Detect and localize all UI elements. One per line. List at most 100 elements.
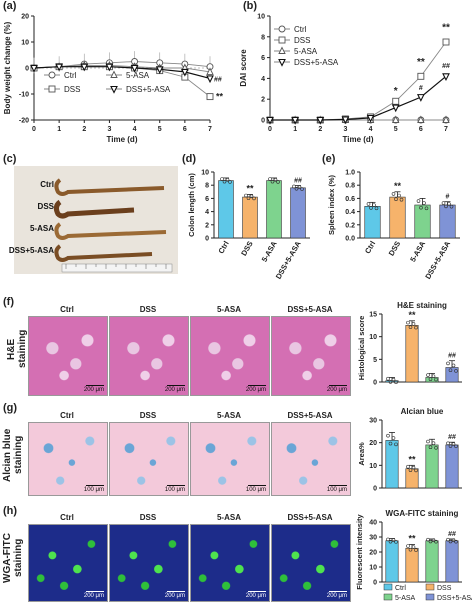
y-tick-label: 5 (373, 357, 377, 364)
chart-title: Alcian blue (401, 407, 444, 416)
scale-bar-label: 200 μm (164, 593, 185, 599)
x-tick-label: 2 (82, 126, 86, 133)
micrograph-title-h-0: Ctrl (60, 513, 74, 522)
chart-h-wga-fitc: 0 10 20 30 40 ** ## Fluorescent intensity WGA-FI… (355, 509, 472, 602)
micrograph-g-3: 100 μm (271, 422, 351, 496)
scale-bar-label: 100 μm (164, 487, 185, 493)
legend-marker (110, 85, 118, 94)
scale-bar-label: 200 μm (83, 593, 104, 599)
data-point (341, 116, 350, 125)
y-tick-label: 30 (369, 418, 377, 425)
annotation: ** (216, 92, 224, 102)
legend-label: DSS+5-ASA (294, 58, 339, 67)
legend-marker (278, 46, 286, 54)
y-tick-label: 0.8 (345, 183, 355, 190)
micrograph-f-3: 200 μm (271, 316, 351, 396)
y-tick-label: 15 (369, 312, 377, 319)
x-tick-label: 3 (107, 126, 111, 133)
scale-bar-label: 100 μm (245, 487, 266, 493)
data-dot (388, 441, 393, 446)
data-point (30, 64, 38, 73)
data-dot (386, 376, 390, 381)
data-dot (292, 184, 296, 189)
data-dot (448, 368, 453, 373)
y-tick-label: 0.4 (345, 209, 355, 216)
legend-swatch (425, 583, 435, 591)
y-tick-label: 10 (21, 40, 29, 47)
data-dot (441, 201, 446, 205)
data-dot (414, 548, 418, 552)
bar-3 (439, 204, 456, 239)
y-tick-label: 0 (373, 580, 377, 587)
data-dot (397, 193, 401, 198)
x-tick-label: 2 (318, 126, 322, 133)
scale-bar (86, 591, 104, 592)
data-dot (422, 201, 426, 205)
chart-d-colon-length: 0 2 4 6 8 10 Ctrl ** DSS 5-ASA ## DSS+5-ASA Colon le… (187, 170, 310, 281)
data-dot (399, 197, 404, 202)
bar-1 (389, 196, 406, 239)
data-dot (268, 177, 272, 181)
y-tick-label: 6 (261, 55, 265, 62)
data-point (105, 63, 114, 72)
annotation: ## (214, 76, 222, 83)
panel-label-h: (h) (3, 505, 18, 517)
data-dot (426, 373, 430, 377)
y-tick-label: 0.6 (345, 196, 355, 203)
data-dot (391, 192, 396, 196)
y-tick-label: 0 (261, 118, 265, 125)
series-line-3 (33, 66, 211, 79)
data-dot (419, 205, 423, 210)
scale-bar (248, 591, 266, 592)
micrograph-f-0: 200 μm (28, 316, 108, 396)
scale-bar (86, 385, 104, 386)
y-tick-label: 6 (205, 196, 209, 203)
micrograph-title-h-1: DSS (139, 513, 157, 522)
y-tick-label: -20 (19, 118, 29, 125)
data-point (266, 116, 274, 125)
data-dot (297, 185, 302, 189)
annotation: ** (408, 534, 416, 544)
y-axis-label: Colon length (cm) (187, 173, 196, 237)
x-tick-label: 0 (32, 126, 36, 133)
bar-1 (405, 468, 419, 489)
data-dot (270, 179, 275, 184)
colon-label-ctrl: Ctrl (40, 180, 54, 189)
data-dot (394, 380, 398, 385)
chart-title: WGA-FITC staining (386, 509, 459, 518)
bar-legend: Ctrl DSS 5-ASA DSS+5-ASA (383, 583, 472, 602)
x-tick-label: 4 (369, 126, 373, 133)
legend: Ctrl 5-ASA DSS DSS+5-ASA (44, 70, 171, 94)
data-point (155, 66, 164, 75)
x-tick-label: 7 (208, 126, 212, 133)
legend-label: 5-ASA (126, 71, 150, 80)
data-dot (424, 206, 429, 211)
data-dot (416, 199, 421, 203)
legend-label: Ctrl (64, 71, 77, 80)
annotation: # (419, 85, 423, 92)
x-axis-label: Time (d) (107, 135, 138, 144)
legend-label: Ctrl (294, 25, 307, 34)
data-dot (372, 203, 376, 207)
data-dot (222, 179, 227, 184)
scale-bar-label: 200 μm (245, 593, 266, 599)
x-tick-label: DSS (239, 240, 255, 258)
data-dot (431, 441, 436, 446)
data-dot (434, 445, 438, 450)
y-tick-label: 4 (205, 209, 209, 216)
data-dot (225, 177, 230, 182)
bar-2 (425, 444, 439, 489)
legend-label: DSS+5-ASA (437, 595, 472, 602)
data-dot (454, 369, 458, 373)
data-dot (454, 444, 458, 449)
data-dot (408, 468, 413, 472)
data-dot (446, 361, 450, 366)
data-dot (300, 187, 304, 191)
y-axis-label: Body weight change (%) (3, 21, 12, 114)
data-dot (244, 193, 248, 198)
data-dot (428, 377, 433, 381)
data-dot (408, 547, 413, 552)
scale-bar-label: 200 μm (326, 387, 347, 393)
x-tick-label: DSS (387, 240, 403, 258)
y-tick-label: 8 (205, 183, 209, 190)
